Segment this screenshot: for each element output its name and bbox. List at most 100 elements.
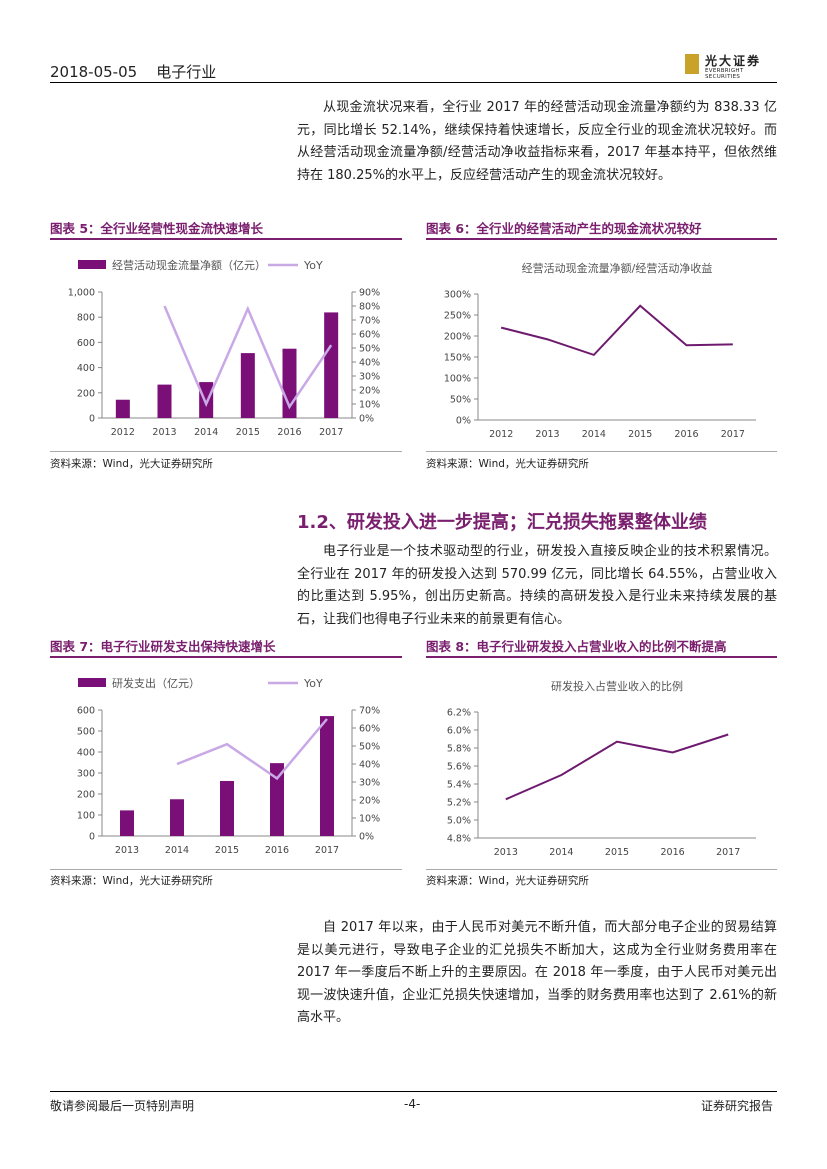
x-tick-label: 2014 — [165, 845, 189, 856]
y-tick-label: 250% — [444, 311, 471, 322]
y-tick-label: 500 — [77, 727, 95, 738]
bar — [170, 799, 184, 836]
logo-cn: 光大证券 — [705, 54, 762, 68]
legend-yoy-label: YoY — [303, 677, 323, 690]
page-number: -4- — [404, 1097, 421, 1111]
y2-tick-label: 70% — [359, 706, 380, 717]
fig8-title: 图表 8：电子行业研发投入占营业收入的比例不断提高 — [426, 639, 727, 654]
y-tick-label: 6.2% — [447, 708, 471, 719]
x-tick-label: 2017 — [721, 429, 745, 440]
y-tick-label: 200 — [77, 790, 95, 801]
y-tick-label: 5.0% — [447, 816, 471, 827]
series-line-yoy — [163, 305, 333, 410]
x-tick-label: 2015 — [236, 427, 260, 438]
y-tick-label: 200% — [444, 332, 471, 343]
chart-fig6: 经营活动现金流量净额/经营活动净收益 0% 50% 100% 150% 200% 250% 3… — [444, 261, 756, 440]
brand-logo: 光大证券 EVERBRIGHT SECURITIES — [685, 52, 780, 80]
logo-mark-icon — [685, 54, 699, 74]
y-tick-label: 6.0% — [447, 726, 471, 737]
y2-tick-label: 50% — [359, 344, 380, 355]
x-tick-label: 2013 — [152, 427, 176, 438]
y-tick-label: 150% — [444, 353, 471, 364]
bar — [120, 810, 134, 836]
series-line-yoy — [176, 718, 328, 781]
y-tick-label: 5.8% — [447, 744, 471, 755]
x-tick-label: 2014 — [549, 847, 573, 858]
footer-rule — [50, 1091, 777, 1092]
y-tick-label: 1,000 — [68, 288, 95, 299]
bar — [270, 763, 284, 836]
y-tick-label: 600 — [77, 706, 95, 717]
x-tick-label: 2017 — [319, 427, 343, 438]
chart-fig8: 研发投入占营业收入的比例 4.8% 5.0% 5.2% 5.4% 5.6% 5.8% 6.0%… — [447, 679, 756, 858]
fig6-source-rule — [426, 451, 777, 452]
header-rule — [50, 82, 777, 83]
y-tick-label: 100% — [444, 374, 471, 385]
y2-tick-label: 30% — [359, 778, 380, 789]
paragraph-cashflow: 从现金流状况来看，全行业 2017 年的经营活动现金流量净额约为 838.33 … — [297, 97, 777, 187]
y-tick-label: 4.8% — [447, 834, 471, 845]
chart-title: 研发投入占营业收入的比例 — [551, 679, 683, 693]
y2-tick-label: 70% — [359, 316, 380, 327]
x-tick-label: 2014 — [582, 429, 606, 440]
paragraph-fx: 自 2017 年以来，由于人民币对美元不断升值，而大部分电子企业的贸易结算是以美… — [297, 917, 777, 1030]
paragraph-rnd: 电子行业是一个技术驱动型的行业，研发投入直接反映企业的技术积累情况。全行业在 2… — [297, 541, 777, 631]
x-tick-label: 2015 — [215, 845, 239, 856]
y-tick-label: 800 — [77, 313, 95, 324]
bar — [240, 353, 255, 418]
paragraph-text: 从现金流状况来看，全行业 2017 年的经营活动现金流量净额约为 838.33 … — [297, 100, 777, 183]
y2-tick-label: 10% — [359, 400, 380, 411]
fig7-source-rule — [50, 869, 402, 870]
fig7-title: 图表 7：电子行业研发支出保持快速增长 — [50, 639, 276, 654]
fig8-source-rule — [426, 869, 777, 870]
bar — [115, 399, 130, 418]
x-tick-label: 2016 — [265, 845, 289, 856]
legend-bar-swatch — [78, 260, 106, 269]
fig5-title: 图表 5：全行业经营性现金流快速增长 — [50, 221, 264, 236]
logo-en: EVERBRIGHT SECURITIES — [705, 68, 744, 80]
chart-title: 经营活动现金流量净额/经营活动净收益 — [522, 261, 713, 275]
x-tick-label: 2013 — [115, 845, 139, 856]
y2-tick-label: 10% — [359, 814, 380, 825]
bar — [324, 312, 339, 418]
footer-report-type: 证券研究报告 — [701, 1099, 774, 1113]
chart-fig7: 研发支出（亿元） YoY 0 100 200 300 400 500 600 0% 10% 20% 30… — [77, 676, 380, 856]
fig5-source-rule — [50, 451, 402, 452]
paragraph-text: 自 2017 年以来，由于人民币对美元不断升值，而大部分电子企业的贸易结算是以美… — [297, 920, 777, 1025]
fig5-source: 资料来源：Wind，光大证券研究所 — [50, 458, 213, 470]
y2-tick-label: 50% — [359, 742, 380, 753]
footer-disclaimer: 敬请参阅最后一页特别声明 — [50, 1099, 195, 1113]
y-tick-label: 300% — [444, 290, 471, 301]
x-tick-label: 2016 — [674, 429, 698, 440]
legend-yoy-label: YoY — [303, 259, 323, 272]
series-line — [505, 733, 729, 801]
fig5-rule — [50, 238, 402, 240]
legend-bar-swatch — [78, 678, 106, 687]
fig8-source: 资料来源：Wind，光大证券研究所 — [426, 875, 589, 887]
y-tick-label: 300 — [77, 769, 95, 780]
report-date-industry: 2018-05-05 电子行业 — [50, 61, 216, 82]
bar — [157, 384, 172, 418]
fig8-rule — [426, 656, 777, 658]
y2-tick-label: 40% — [359, 358, 380, 369]
legend-bar-label: 经营活动现金流量净额（亿元） — [112, 258, 266, 272]
y-tick-label: 5.4% — [447, 780, 471, 791]
fig6-title: 图表 6：全行业的经营活动产生的现金流状况较好 — [426, 221, 702, 236]
y2-tick-label: 90% — [359, 288, 380, 299]
y-tick-label: 50% — [450, 395, 471, 406]
x-tick-label: 2017 — [315, 845, 339, 856]
y2-tick-label: 60% — [359, 724, 380, 735]
x-tick-label: 2013 — [494, 847, 518, 858]
fig6-rule — [426, 238, 777, 240]
x-tick-label: 2015 — [628, 429, 652, 440]
y-tick-label: 0 — [89, 832, 95, 843]
section-title: 1.2、研发投入进一步提高；汇兑损失拖累整体业绩 — [297, 512, 707, 533]
x-tick-label: 2012 — [489, 429, 513, 440]
x-tick-label: 2015 — [605, 847, 629, 858]
bar — [199, 382, 214, 418]
y-tick-label: 600 — [77, 338, 95, 349]
y2-tick-label: 80% — [359, 302, 380, 313]
y-tick-label: 5.2% — [447, 798, 471, 809]
x-tick-label: 2016 — [661, 847, 685, 858]
bar — [220, 780, 234, 836]
